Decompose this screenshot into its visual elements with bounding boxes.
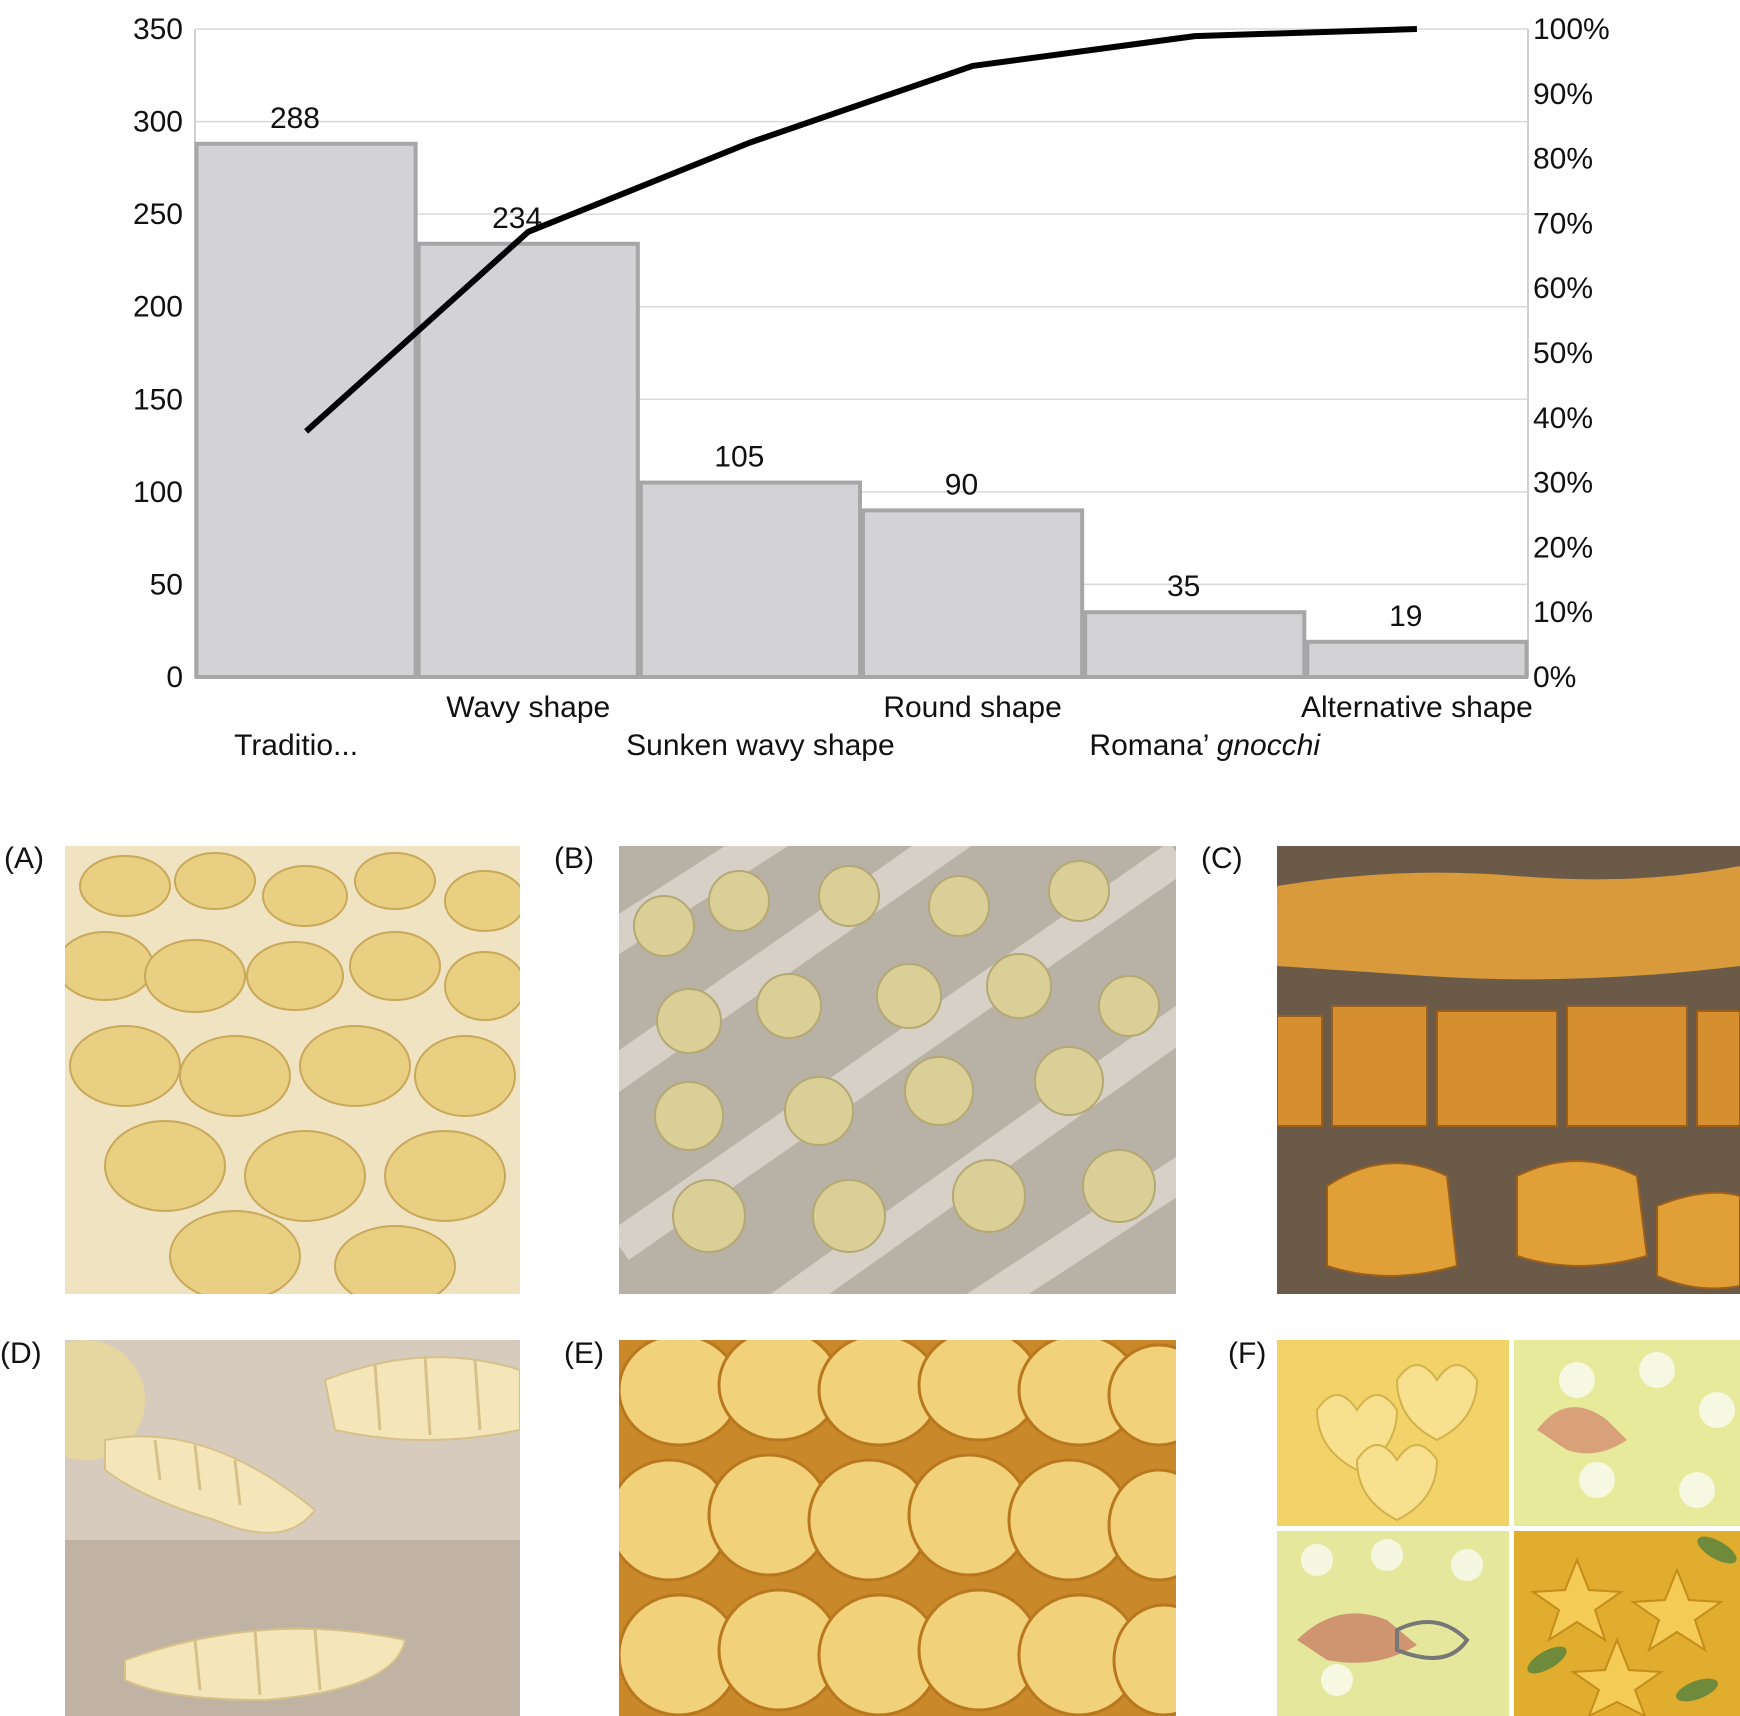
y-left-tick-label: 50	[150, 568, 183, 601]
photo-label-c: (C)	[1201, 842, 1243, 875]
x-tick-label: Sunken wavy shape	[626, 729, 895, 762]
y-left-tick-label: 150	[133, 383, 183, 416]
y-right-tick-label: 10%	[1533, 596, 1593, 629]
y-left-tick-label: 200	[133, 291, 183, 324]
data-label: 19	[1389, 600, 1422, 633]
x-tick-label-text: Alternative shape	[1301, 691, 1533, 724]
wavy-gnocchi-photo	[65, 1340, 520, 1716]
x-tick-label-text: Sunken wavy shape	[626, 729, 895, 762]
y-right-tick-label: 100%	[1533, 13, 1610, 46]
y-right-tick-label: 60%	[1533, 272, 1593, 305]
y-left-tick-label: 100	[133, 476, 183, 509]
y-right-tick-label: 20%	[1533, 531, 1593, 564]
x-tick-label: Alternative shape	[1301, 691, 1533, 724]
y-right-tick-label: 80%	[1533, 143, 1593, 176]
sunken-round-gnocchi-photo	[619, 846, 1176, 1294]
photo-label-d: (D)	[0, 1337, 42, 1370]
photo-label-b: (B)	[554, 842, 594, 875]
alternative-shape-gnocchi-collage	[1277, 1340, 1740, 1716]
bar	[638, 480, 862, 679]
bar	[416, 241, 640, 679]
y-right-tick-label: 30%	[1533, 467, 1593, 500]
y-left-tick-label: 300	[133, 106, 183, 139]
data-label: 35	[1167, 570, 1200, 603]
bar	[861, 508, 1085, 679]
bar	[1083, 610, 1307, 680]
data-label: 90	[945, 468, 978, 501]
y-left-tick-label: 350	[133, 13, 183, 46]
y-right-tick-label: 50%	[1533, 337, 1593, 370]
x-tick-label-text: Romana’	[1089, 729, 1216, 762]
photo-label-a: (A)	[4, 842, 44, 875]
y-left-tick-label: 0	[166, 661, 183, 694]
pareto-chart: 2882341059035190501001502002503003500%10…	[133, 13, 1610, 762]
romana-gnocchi-photo	[619, 1340, 1176, 1716]
data-label: 288	[270, 102, 320, 135]
pumpkin-gnocchi-photo	[1277, 846, 1740, 1294]
photo-label-e: (E)	[564, 1337, 604, 1370]
traditional-gnocchi-photo	[65, 846, 520, 1294]
x-tick-label: Wavy shape	[446, 691, 610, 724]
photo-label-f: (F)	[1228, 1337, 1267, 1370]
x-tick-label-text: Round shape	[883, 691, 1061, 724]
x-tick-label-text: Wavy shape	[446, 691, 610, 724]
bar	[194, 141, 418, 679]
x-tick-label-text: Traditio...	[234, 729, 358, 762]
bar	[1305, 639, 1529, 680]
x-tick-label: Round shape	[883, 691, 1061, 724]
x-tick-label: Traditio...	[234, 729, 358, 762]
x-tick-label-italic: gnocchi	[1217, 729, 1322, 762]
data-label: 105	[714, 441, 764, 474]
y-left-tick-label: 250	[133, 198, 183, 231]
y-right-tick-label: 90%	[1533, 78, 1593, 111]
y-right-tick-label: 70%	[1533, 207, 1593, 240]
cumulative-line	[304, 26, 1418, 434]
y-right-tick-label: 40%	[1533, 402, 1593, 435]
y-right-tick-label: 0%	[1533, 661, 1576, 694]
x-tick-label: Romana’ gnocchi	[1089, 729, 1321, 762]
